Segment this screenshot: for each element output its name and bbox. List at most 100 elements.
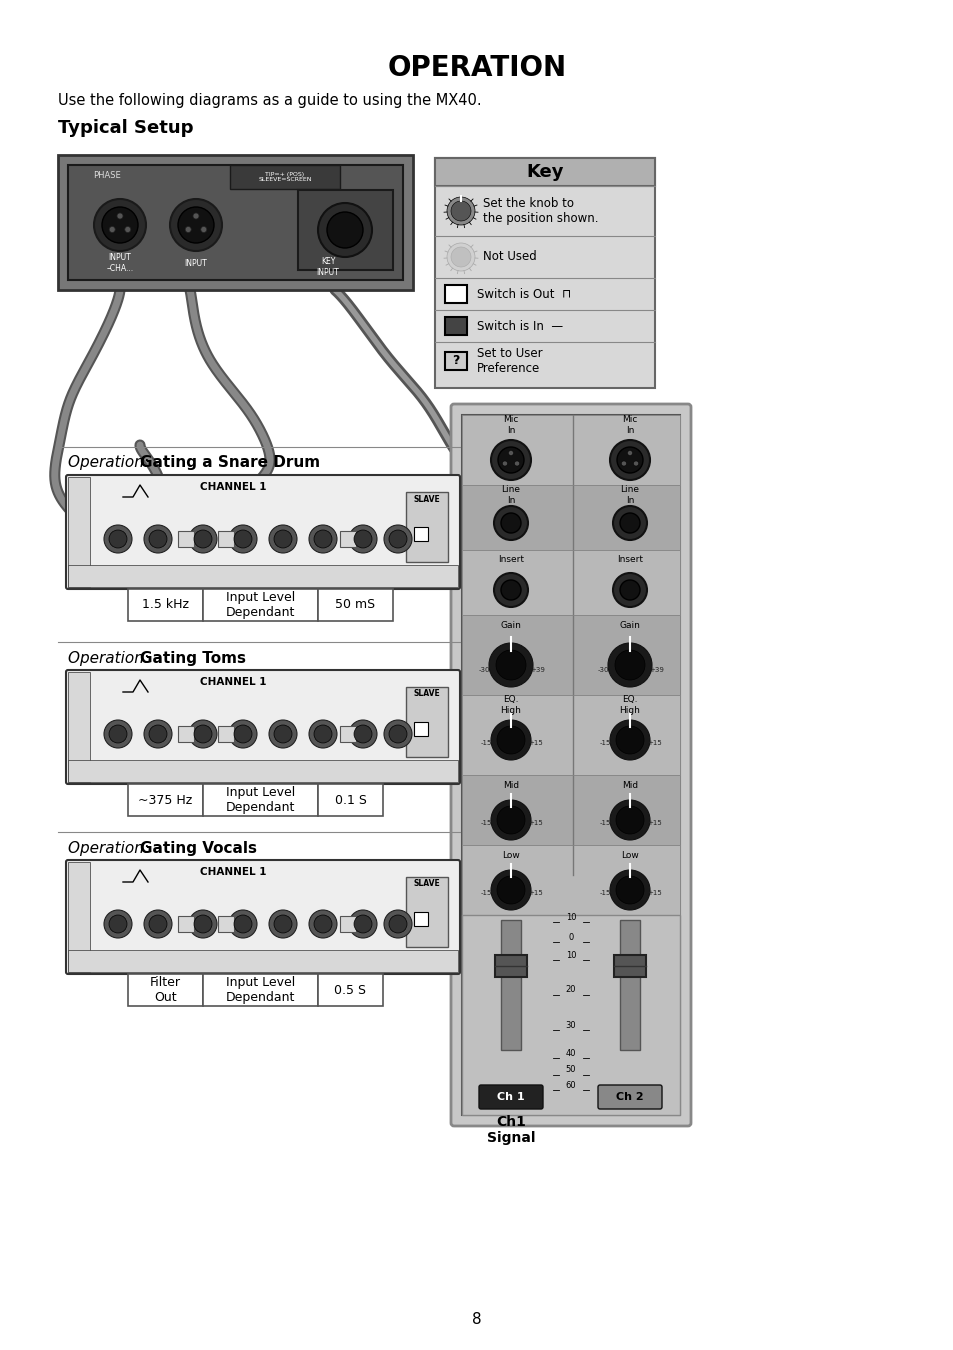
Circle shape <box>609 720 649 760</box>
Circle shape <box>149 725 167 743</box>
FancyBboxPatch shape <box>66 670 459 784</box>
Circle shape <box>189 525 216 553</box>
Bar <box>461 915 679 1115</box>
Circle shape <box>451 201 471 221</box>
Circle shape <box>354 531 372 548</box>
Text: +15: +15 <box>528 740 543 747</box>
Bar <box>68 863 90 972</box>
Text: Use the following diagrams as a guide to using the MX40.: Use the following diagrams as a guide to… <box>58 93 481 108</box>
Text: Key: Key <box>526 163 563 181</box>
Circle shape <box>189 910 216 938</box>
Circle shape <box>497 726 524 755</box>
Bar <box>178 917 193 932</box>
FancyBboxPatch shape <box>451 404 690 1126</box>
Circle shape <box>193 213 199 219</box>
Bar <box>230 165 339 189</box>
Bar <box>58 155 413 290</box>
Circle shape <box>233 531 252 548</box>
Text: +39: +39 <box>649 667 663 674</box>
Circle shape <box>233 915 252 933</box>
Circle shape <box>514 460 519 466</box>
Text: -15: -15 <box>598 740 610 747</box>
Circle shape <box>447 197 475 225</box>
Bar <box>218 531 233 547</box>
Bar <box>68 477 90 587</box>
Text: OPERATION: OPERATION <box>387 54 566 82</box>
Bar <box>218 726 233 743</box>
Text: -15: -15 <box>598 819 610 826</box>
Circle shape <box>384 910 412 938</box>
Bar <box>435 158 655 387</box>
Text: Set to User
Preference: Set to User Preference <box>476 347 542 375</box>
Text: +39: +39 <box>530 667 545 674</box>
Circle shape <box>317 202 372 256</box>
Bar <box>317 784 382 815</box>
Circle shape <box>491 869 531 910</box>
Circle shape <box>491 801 531 840</box>
Text: +15: +15 <box>647 819 661 826</box>
Bar <box>317 589 393 621</box>
Bar <box>444 317 467 335</box>
Bar <box>406 687 448 757</box>
Circle shape <box>384 525 412 553</box>
Text: 50 mS: 50 mS <box>335 598 375 612</box>
Bar <box>128 784 203 815</box>
Text: Ch 2: Ch 2 <box>616 1092 643 1102</box>
Circle shape <box>102 207 138 243</box>
Text: 10: 10 <box>565 950 576 960</box>
Circle shape <box>149 531 167 548</box>
Circle shape <box>185 227 191 232</box>
Text: 10: 10 <box>565 913 576 922</box>
Text: CHANNEL 1: CHANNEL 1 <box>199 482 266 491</box>
Text: KEY
INPUT: KEY INPUT <box>316 258 339 277</box>
Text: Filter
Out: Filter Out <box>150 976 181 1004</box>
FancyBboxPatch shape <box>66 860 459 973</box>
Text: -15: -15 <box>598 890 610 896</box>
Circle shape <box>619 513 639 533</box>
Bar <box>339 917 355 932</box>
Text: Gating Vocals: Gating Vocals <box>140 841 256 856</box>
Text: EQ.
High: EQ. High <box>500 695 521 714</box>
Text: Mic
In: Mic In <box>621 416 637 435</box>
Circle shape <box>144 525 172 553</box>
Text: TIP=+ (POS)
SLEEVE=SCREEN: TIP=+ (POS) SLEEVE=SCREEN <box>258 171 312 182</box>
Text: Not Used: Not Used <box>482 251 537 263</box>
Bar <box>68 566 457 587</box>
Bar <box>461 616 679 695</box>
FancyBboxPatch shape <box>66 475 459 589</box>
Circle shape <box>389 725 407 743</box>
Text: Ch 1: Ch 1 <box>497 1092 524 1102</box>
Text: SLAVE: SLAVE <box>414 494 440 504</box>
Circle shape <box>233 725 252 743</box>
Bar <box>203 589 317 621</box>
Text: 0: 0 <box>568 933 573 941</box>
Bar <box>461 845 679 915</box>
Circle shape <box>229 525 256 553</box>
Bar <box>406 491 448 562</box>
Text: Set the knob to
the position shown.: Set the knob to the position shown. <box>482 197 598 225</box>
Circle shape <box>349 910 376 938</box>
Circle shape <box>502 460 507 466</box>
Text: 60: 60 <box>565 1080 576 1089</box>
Circle shape <box>497 876 524 904</box>
Text: SLAVE: SLAVE <box>414 690 440 698</box>
Circle shape <box>491 440 531 481</box>
Bar <box>339 726 355 743</box>
Circle shape <box>189 720 216 748</box>
Bar <box>444 352 467 370</box>
Bar <box>435 158 655 186</box>
Text: Gating Toms: Gating Toms <box>140 651 246 666</box>
Circle shape <box>144 910 172 938</box>
Text: PHASE: PHASE <box>92 170 121 180</box>
Text: -15: -15 <box>479 819 491 826</box>
Text: +15: +15 <box>528 819 543 826</box>
Circle shape <box>193 725 212 743</box>
Circle shape <box>104 525 132 553</box>
Text: Insert: Insert <box>497 555 523 564</box>
Text: INPUT: INPUT <box>185 258 207 267</box>
Circle shape <box>274 725 292 743</box>
Circle shape <box>94 198 146 251</box>
Bar <box>461 775 679 845</box>
Circle shape <box>314 725 332 743</box>
Circle shape <box>620 460 626 466</box>
